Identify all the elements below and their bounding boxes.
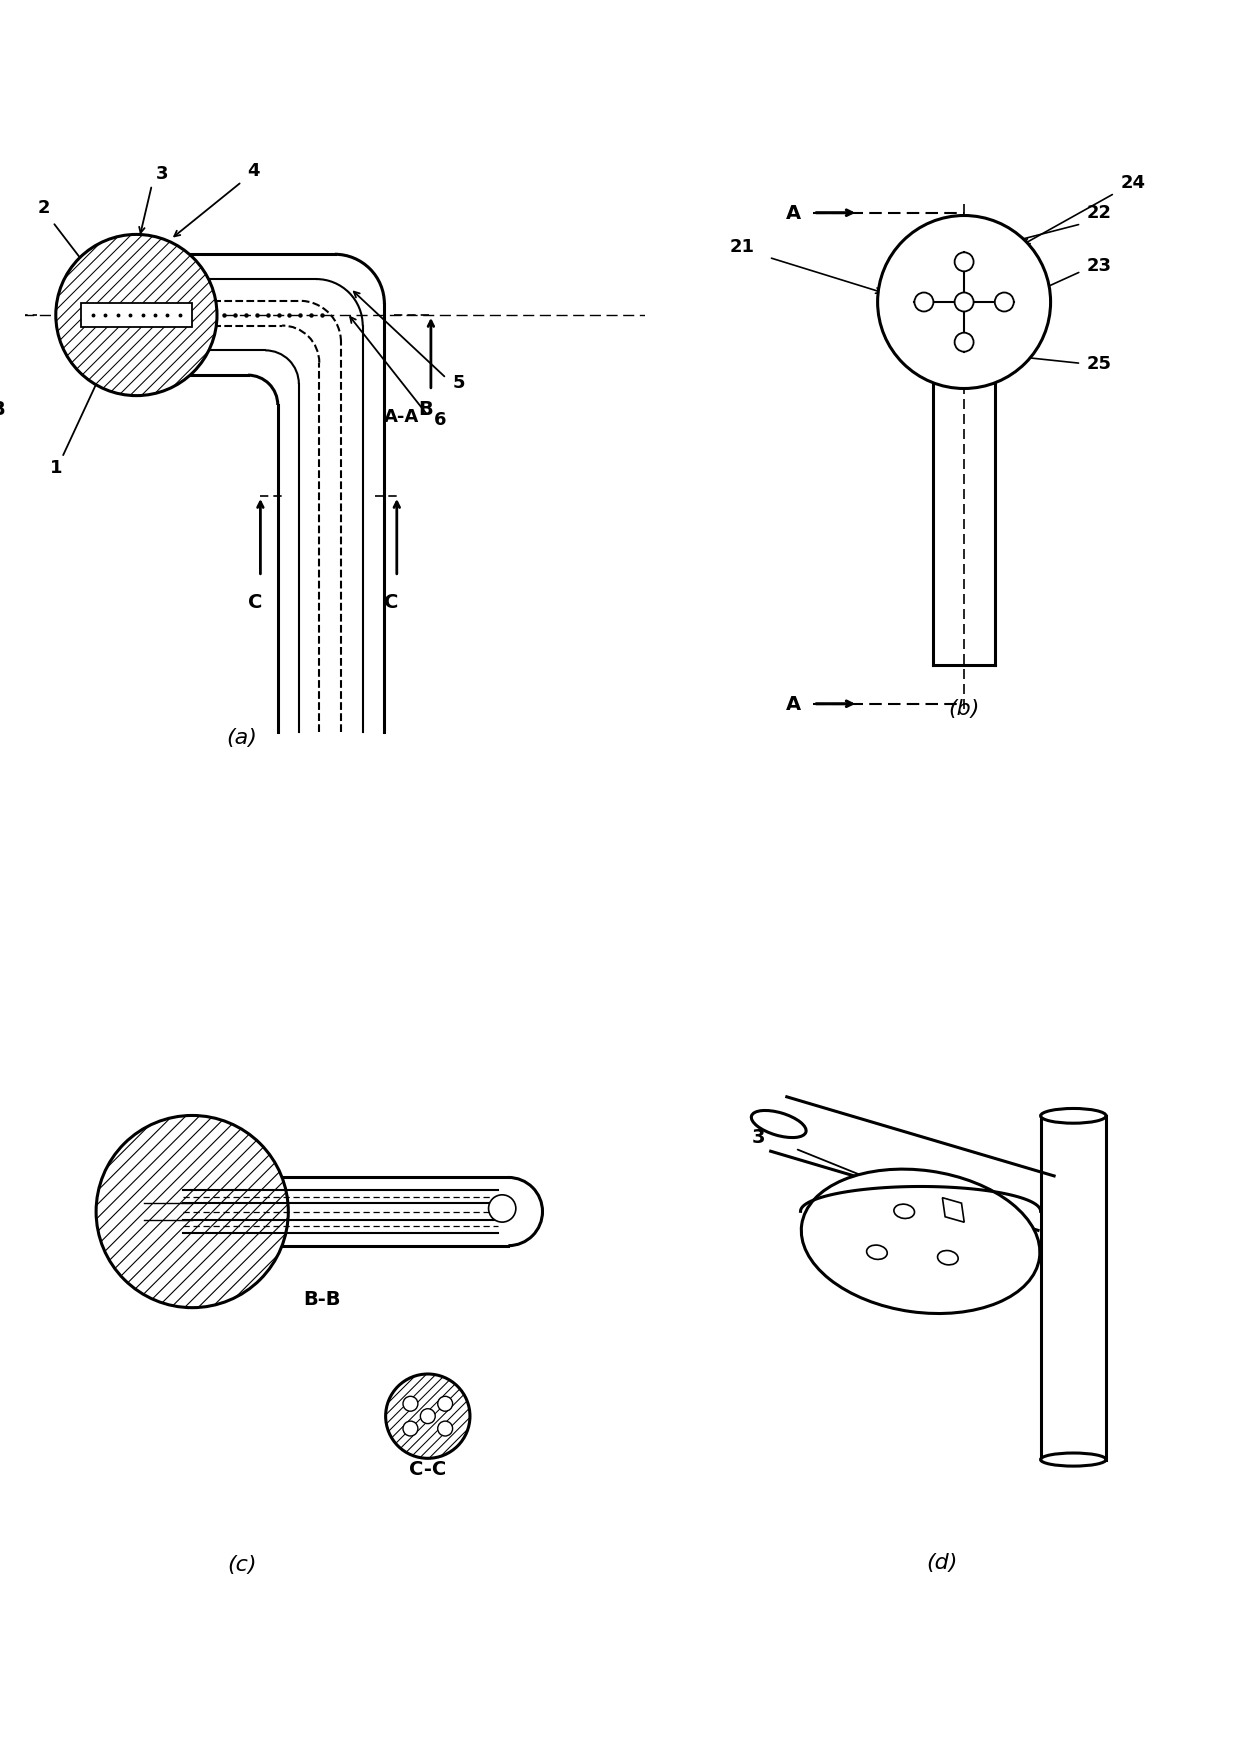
Ellipse shape [1040, 1109, 1106, 1123]
Circle shape [386, 1374, 470, 1459]
Circle shape [878, 216, 1050, 388]
Circle shape [914, 292, 934, 312]
Text: (c): (c) [227, 1555, 257, 1576]
Text: A-A: A-A [384, 407, 419, 425]
Text: 25: 25 [1086, 355, 1112, 373]
Ellipse shape [867, 1245, 888, 1259]
Circle shape [955, 292, 973, 312]
Text: 2: 2 [37, 198, 50, 216]
Ellipse shape [801, 1170, 1040, 1313]
Ellipse shape [1040, 1454, 1106, 1466]
Text: 1: 1 [50, 460, 62, 477]
Text: A: A [786, 204, 801, 223]
Ellipse shape [894, 1205, 915, 1219]
Circle shape [56, 235, 217, 395]
Text: C-C: C-C [409, 1461, 446, 1480]
Text: 4: 4 [247, 162, 259, 179]
Text: B: B [0, 400, 5, 420]
Text: 6: 6 [434, 411, 446, 428]
Circle shape [403, 1396, 418, 1412]
Text: 22: 22 [1086, 204, 1112, 223]
Text: 21: 21 [729, 239, 755, 256]
Circle shape [489, 1194, 516, 1222]
Text: C: C [248, 592, 263, 611]
Circle shape [438, 1396, 453, 1412]
Text: (d): (d) [926, 1553, 959, 1572]
Circle shape [420, 1408, 435, 1424]
Circle shape [403, 1421, 418, 1436]
Text: B: B [419, 400, 433, 420]
Circle shape [955, 333, 973, 352]
Circle shape [955, 252, 973, 272]
Text: 24: 24 [1121, 174, 1146, 192]
Text: B-B: B-B [304, 1290, 341, 1309]
Text: 23: 23 [1086, 258, 1112, 275]
Polygon shape [942, 1198, 965, 1222]
Text: (b): (b) [949, 698, 980, 719]
Circle shape [994, 292, 1014, 312]
Text: C: C [384, 592, 399, 611]
Text: A: A [786, 695, 801, 714]
Bar [81, 303, 192, 327]
Text: 3: 3 [156, 165, 169, 183]
Circle shape [97, 1116, 289, 1307]
Ellipse shape [751, 1111, 806, 1137]
Text: 5: 5 [453, 374, 465, 392]
Ellipse shape [937, 1250, 959, 1266]
Text: 3: 3 [751, 1128, 765, 1147]
Text: (a): (a) [227, 728, 257, 749]
Circle shape [438, 1421, 453, 1436]
